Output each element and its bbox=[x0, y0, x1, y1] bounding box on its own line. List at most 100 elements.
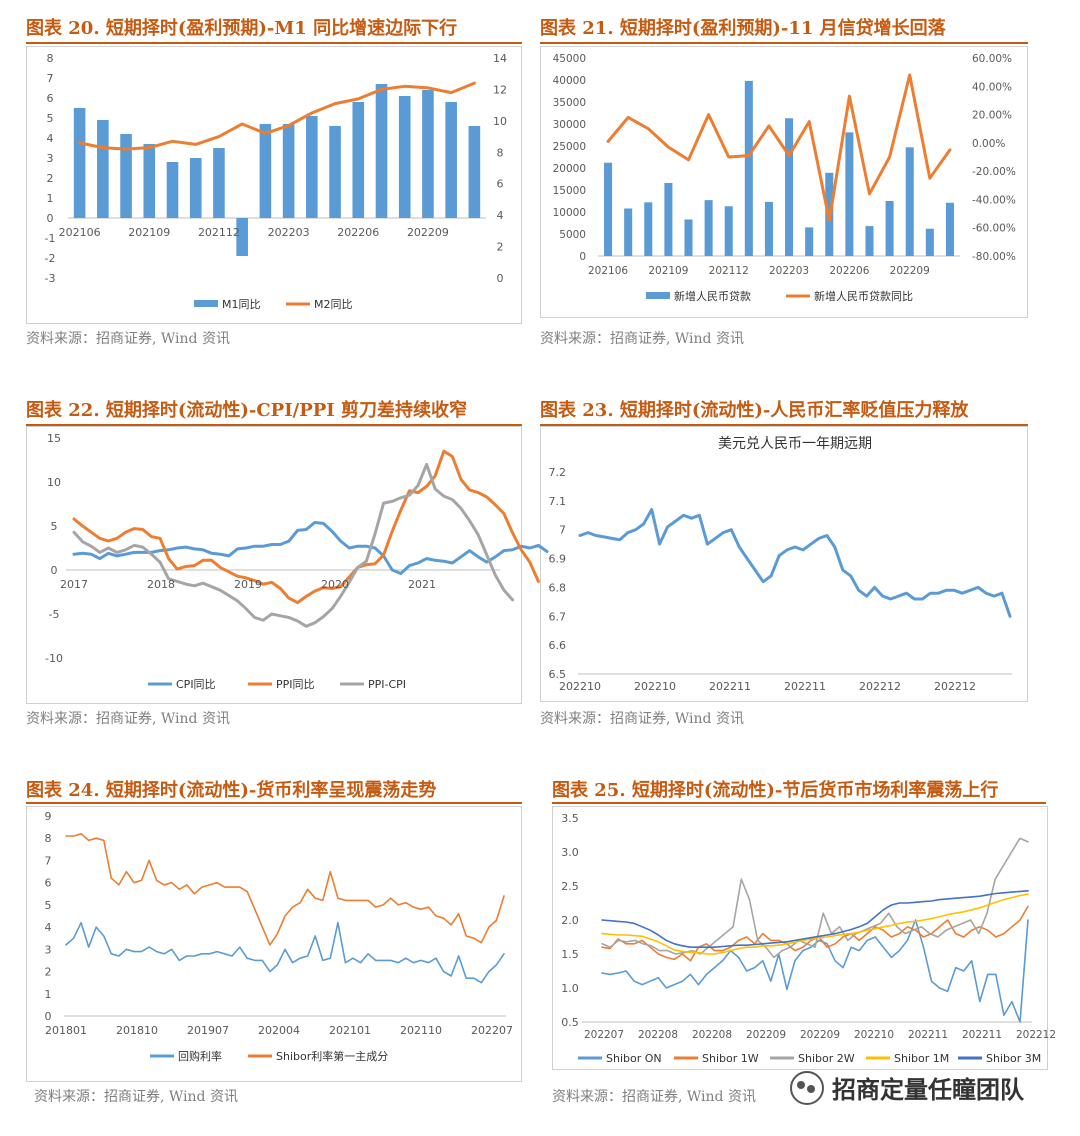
bar-new-loans bbox=[744, 80, 753, 256]
y-tick-right: -40.00% bbox=[972, 194, 1016, 206]
y-tick: 7.1 bbox=[549, 495, 567, 508]
x-tick: 202209 bbox=[407, 226, 449, 239]
y-tick: 6.6 bbox=[549, 639, 567, 652]
panel-title-20: 图表 20. 短期择时(盈利预期)-M1 同比增速边际下行 bbox=[26, 18, 458, 39]
x-tick: 202211 bbox=[962, 1029, 1002, 1041]
x-tick: 202207 bbox=[471, 1024, 513, 1037]
x-tick: 202106 bbox=[588, 265, 628, 277]
line-shibor-1m bbox=[601, 893, 1029, 955]
source-note-22: 资料来源：招商证券, Wind 资讯 bbox=[26, 711, 230, 727]
y-tick-right: 6 bbox=[497, 178, 504, 191]
y-tick-right: 20.00% bbox=[972, 110, 1012, 122]
x-tick: 202210 bbox=[634, 680, 676, 693]
bar-m1 bbox=[375, 84, 388, 218]
y-tick: -10 bbox=[45, 652, 63, 665]
y-tick: 1.0 bbox=[561, 982, 579, 995]
bar-m1 bbox=[306, 116, 318, 218]
y-tick-left: 25000 bbox=[553, 141, 586, 153]
bar-new-loans bbox=[644, 202, 653, 256]
y-tick: 6 bbox=[45, 877, 52, 890]
y-tick-left: 6 bbox=[47, 92, 54, 105]
y-tick-left: 5000 bbox=[559, 229, 586, 241]
x-tick: 201801 bbox=[45, 1024, 87, 1037]
y-tick-left: 8 bbox=[47, 52, 54, 65]
bar-new-loans bbox=[925, 228, 934, 256]
x-tick: 202212 bbox=[1016, 1029, 1056, 1041]
panel-title-21: 图表 21. 短期择时(盈利预期)-11 月信贷增长回落 bbox=[540, 18, 946, 39]
y-tick-right: -80.00% bbox=[972, 251, 1016, 263]
y-tick-left: 1 bbox=[47, 192, 54, 205]
x-tick: 202208 bbox=[692, 1029, 732, 1041]
y-tick-left: 35000 bbox=[553, 97, 586, 109]
bar-m1 bbox=[259, 124, 272, 218]
y-tick-left: 5 bbox=[47, 112, 54, 125]
y-tick-right: 0.00% bbox=[972, 138, 1005, 150]
x-tick: 202109 bbox=[128, 226, 170, 239]
bar-m1 bbox=[73, 108, 86, 218]
y-tick-right: 40.00% bbox=[972, 81, 1012, 93]
bar-m1 bbox=[213, 148, 225, 218]
y-tick: 7 bbox=[559, 524, 566, 537]
line-shibor-pc1 bbox=[65, 832, 505, 946]
bar-new-loans bbox=[684, 219, 693, 256]
x-tick: 202210 bbox=[854, 1029, 894, 1041]
x-tick: 202211 bbox=[784, 680, 826, 693]
x-tick: 2018 bbox=[147, 578, 175, 591]
bar-new-loans bbox=[785, 118, 794, 256]
source-note-20: 资料来源：招商证券, Wind 资讯 bbox=[26, 331, 230, 347]
y-tick-right: 14 bbox=[493, 52, 507, 65]
x-tick: 202109 bbox=[648, 265, 688, 277]
y-tick: 2.5 bbox=[561, 880, 579, 893]
y-tick: 9 bbox=[45, 810, 52, 823]
y-tick: 6.7 bbox=[549, 610, 567, 623]
bar-new-loans bbox=[604, 162, 613, 256]
legend-swatch-0 bbox=[194, 300, 218, 307]
bar-m1 bbox=[352, 102, 365, 218]
source-note-21: 资料来源：招商证券, Wind 资讯 bbox=[540, 331, 744, 347]
title-rule-20 bbox=[26, 42, 522, 44]
chart-frame-22 bbox=[26, 426, 522, 704]
y-tick-left: 2 bbox=[47, 172, 54, 185]
y-tick-left: 45000 bbox=[553, 53, 586, 65]
line-loans-yoy bbox=[606, 73, 952, 223]
y-tick: 0 bbox=[51, 564, 58, 577]
chart-23-usdcny-forward: 美元兑人民币一年期远期 6.5 6.6 6.7 6.8 6.9 7 7.1 7.2 202210 2… bbox=[549, 436, 1012, 693]
legend-label-0: 回购利率 bbox=[178, 1049, 222, 1063]
y-tick-left: 3 bbox=[47, 152, 54, 165]
bar-m1 bbox=[468, 126, 481, 218]
chart-25-shibor: 0.5 1.0 1.5 2.0 2.5 3.0 3.5 202207 202208 202208 2… bbox=[561, 812, 1056, 1065]
y-tick-right: 4 bbox=[497, 209, 504, 222]
bar-new-loans bbox=[885, 201, 894, 256]
y-tick-left: 0 bbox=[47, 212, 54, 225]
bar-new-loans bbox=[764, 201, 773, 256]
bar-new-loans bbox=[704, 200, 713, 256]
y-tick-right: 10 bbox=[493, 115, 507, 128]
y-tick-left: 7 bbox=[47, 72, 54, 85]
bar-m1 bbox=[143, 144, 156, 218]
y-tick: 8 bbox=[45, 832, 52, 845]
legend-label-0: CPI同比 bbox=[176, 678, 216, 691]
x-tick: 202203 bbox=[769, 265, 809, 277]
legend-label-4: Shibor 3M bbox=[986, 1052, 1041, 1065]
y-tick: 2 bbox=[45, 966, 52, 979]
line-repo-rate bbox=[65, 921, 505, 984]
watermark: 招商定量任瞳团队 bbox=[790, 1070, 1024, 1105]
bar-new-loans bbox=[865, 226, 874, 256]
y-tick: 0 bbox=[45, 1010, 52, 1023]
y-tick-left: 30000 bbox=[553, 119, 586, 131]
y-tick: 3 bbox=[45, 943, 52, 956]
x-tick: 202209 bbox=[800, 1029, 840, 1041]
x-tick: 202112 bbox=[709, 265, 749, 277]
bar-new-loans bbox=[724, 206, 733, 256]
y-tick: 10 bbox=[47, 476, 61, 489]
y-tick: 6.5 bbox=[549, 668, 567, 681]
y-tick: 5 bbox=[45, 899, 52, 912]
panel-title-25: 图表 25. 短期择时(流动性)-节后货币市场利率震荡上行 bbox=[552, 780, 999, 801]
y-tick: 4 bbox=[45, 921, 52, 934]
chart-frame-20 bbox=[26, 46, 522, 324]
legend-swatch-0 bbox=[646, 292, 670, 299]
chart-22-cpi-ppi: -10 -5 0 5 10 15 2017 2018 2019 2020 2021 CPI同比 PPI同… bbox=[45, 432, 549, 691]
y-tick: 0.5 bbox=[561, 1016, 579, 1029]
x-tick: 202212 bbox=[859, 680, 901, 693]
